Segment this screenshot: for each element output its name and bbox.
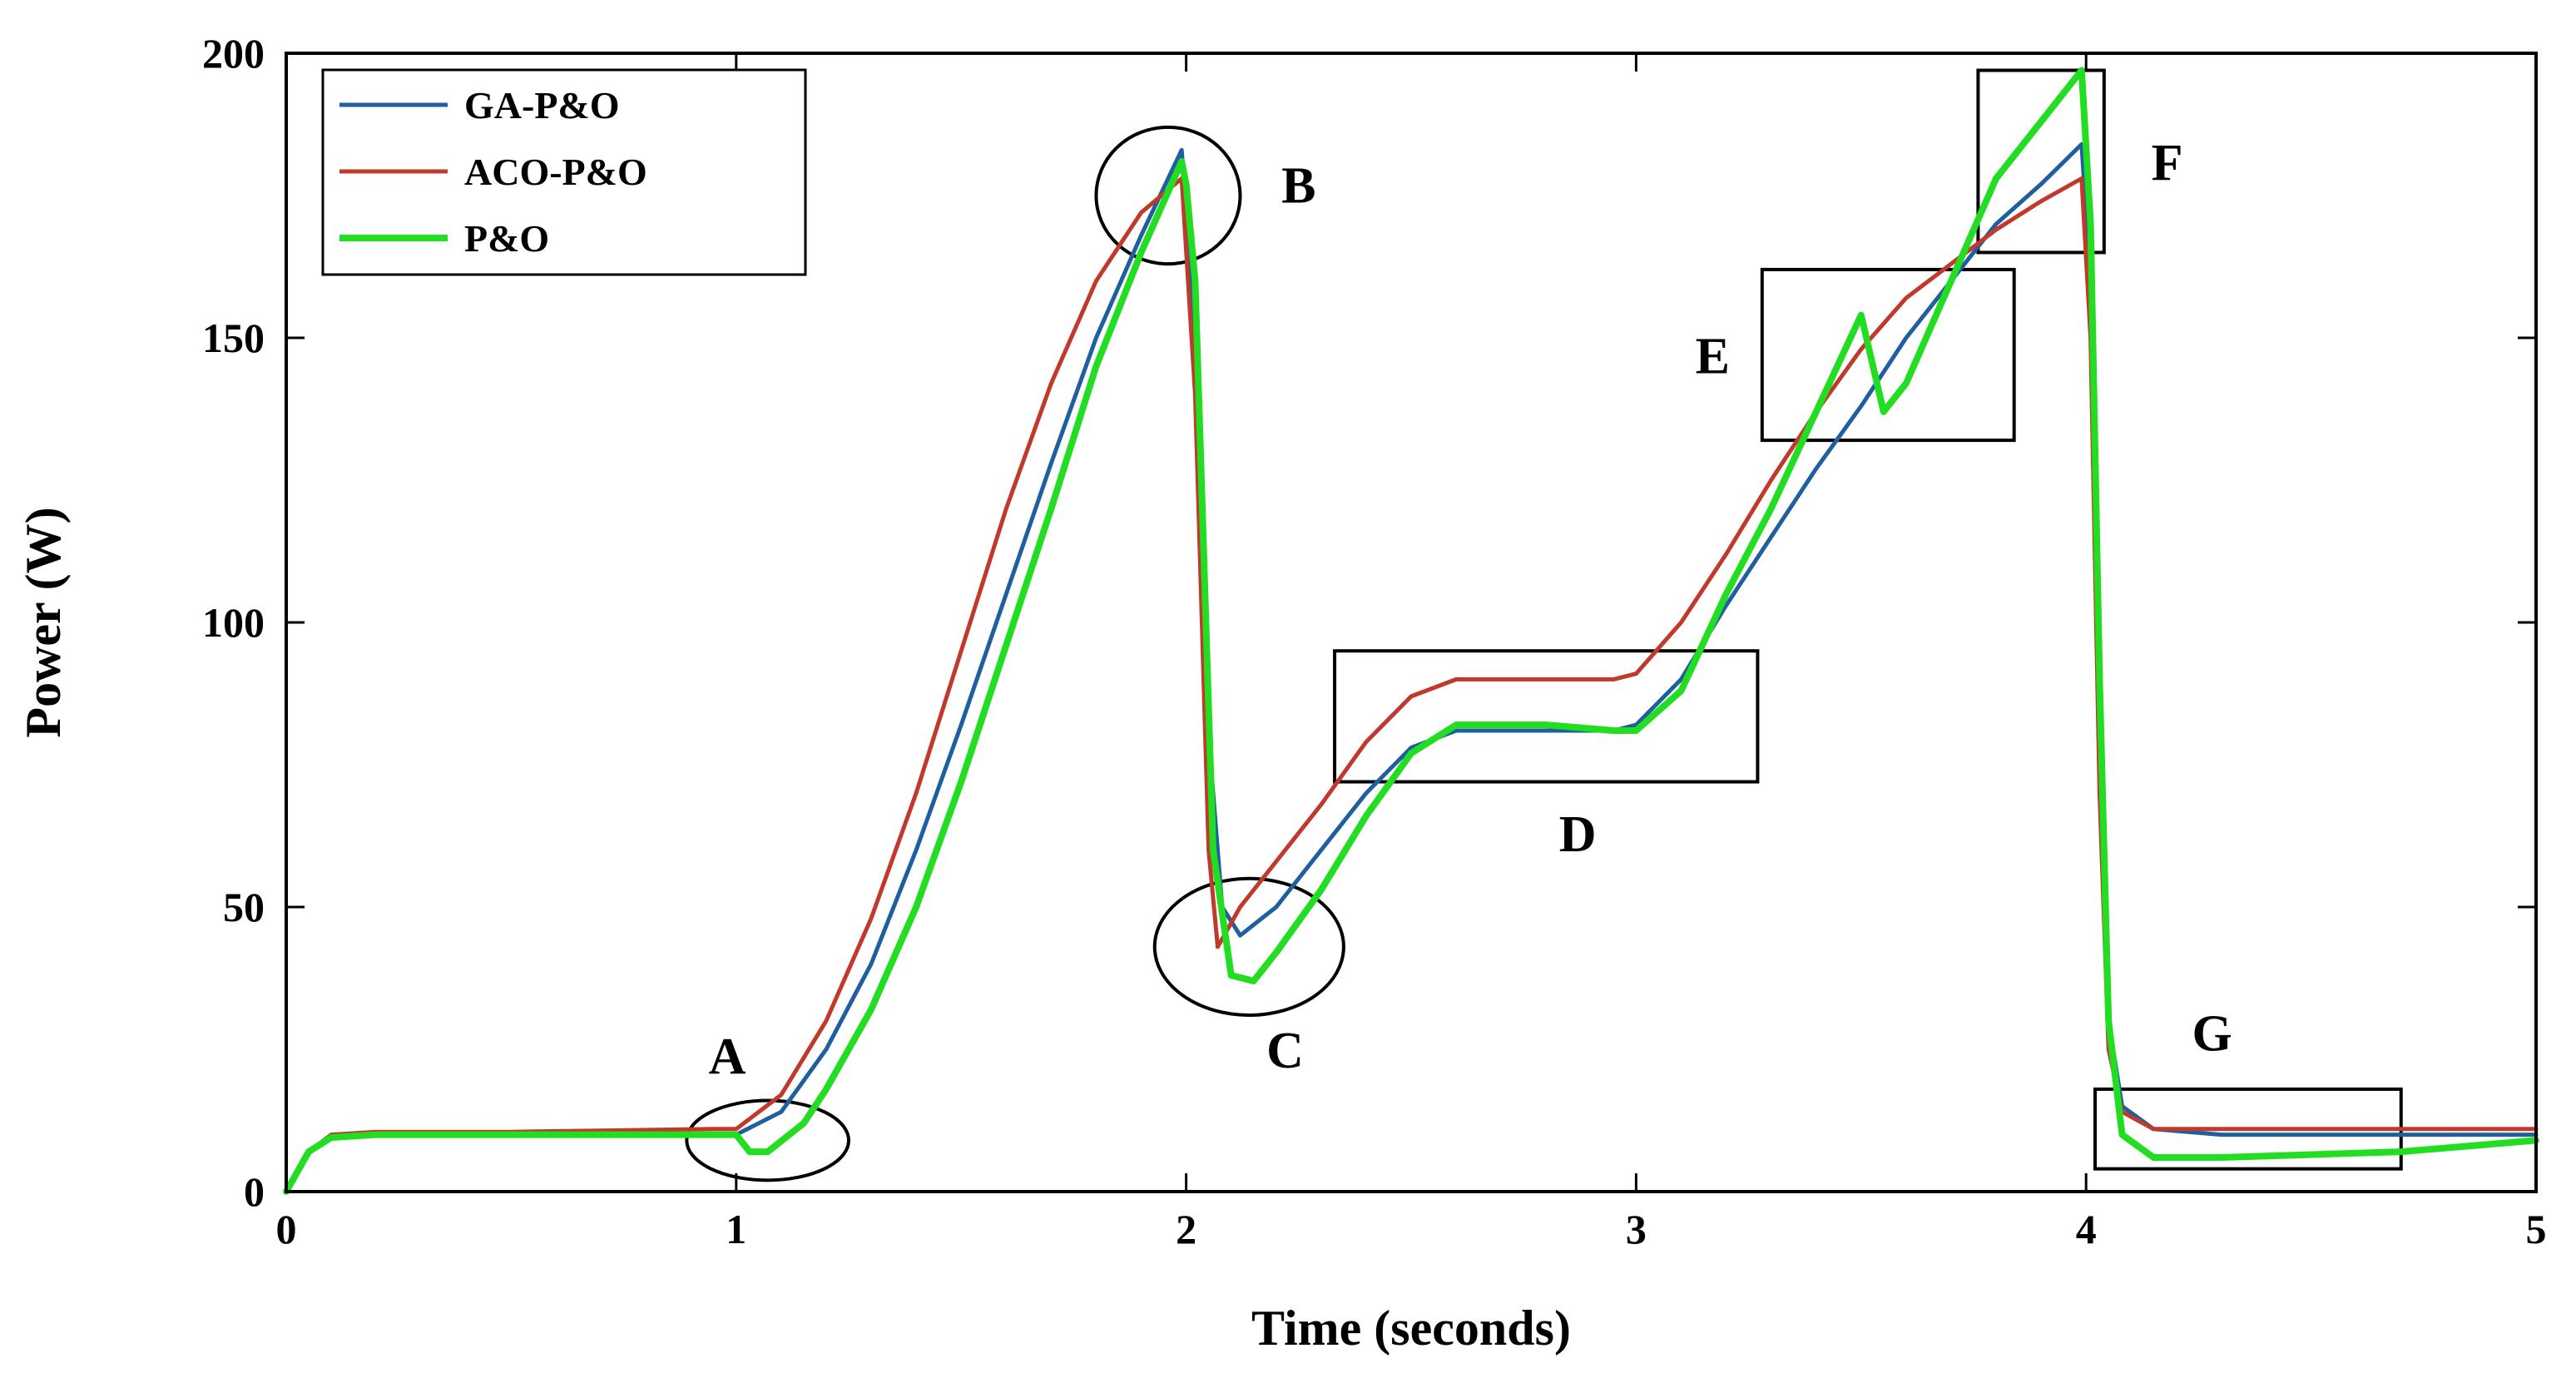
- annotation-f-label: F: [2152, 135, 2183, 191]
- series-line-aco-p-o: [284, 176, 2539, 1194]
- annotation-f-box: [1976, 68, 2106, 255]
- series-line-p-o: [283, 67, 2539, 1195]
- legend-label-p-o: P&O: [464, 217, 549, 260]
- legend-label-ga-p-o: GA-P&O: [464, 84, 620, 126]
- y-tick-label: 100: [202, 599, 265, 646]
- x-tick-label: 5: [2526, 1206, 2547, 1252]
- x-tick-label: 2: [1176, 1206, 1196, 1252]
- x-tick-label: 3: [1626, 1206, 1647, 1252]
- x-tick-label: 0: [276, 1206, 297, 1252]
- legend: GA-P&O ACO-P&O P&O: [321, 68, 807, 276]
- x-tick-label: 4: [2076, 1206, 2097, 1252]
- annotation-e-label: E: [1696, 329, 1730, 385]
- y-tick-label: 150: [202, 315, 265, 361]
- annotation-d-box: [1333, 649, 1760, 784]
- annotation-a-ellipse: [685, 1098, 851, 1182]
- annotation-c-label: C: [1266, 1023, 1304, 1079]
- series-layer: [283, 67, 2539, 1195]
- y-axis-title: Power (W): [16, 507, 71, 737]
- legend-label-aco-p-o: ACO-P&O: [464, 151, 647, 193]
- x-axis-title: Time (seconds): [1251, 1301, 1571, 1356]
- annotation-g-label: G: [2192, 1005, 2232, 1062]
- annotations-layer: A B C D E F G: [685, 68, 2403, 1182]
- y-tick-label: 0: [244, 1168, 265, 1215]
- annotation-c-ellipse: [1152, 876, 1345, 1017]
- y-tick-label: 200: [202, 30, 265, 77]
- annotation-b-label: B: [1281, 157, 1315, 214]
- annotation-e-box: [1760, 267, 2016, 443]
- series-line-ga-p-o: [284, 141, 2539, 1194]
- y-tick-label: 50: [223, 884, 265, 930]
- annotation-b-ellipse: [1094, 125, 1242, 266]
- annotation-a-label: A: [709, 1029, 746, 1085]
- x-tick-label: 1: [726, 1206, 746, 1252]
- annotation-d-label: D: [1559, 806, 1597, 863]
